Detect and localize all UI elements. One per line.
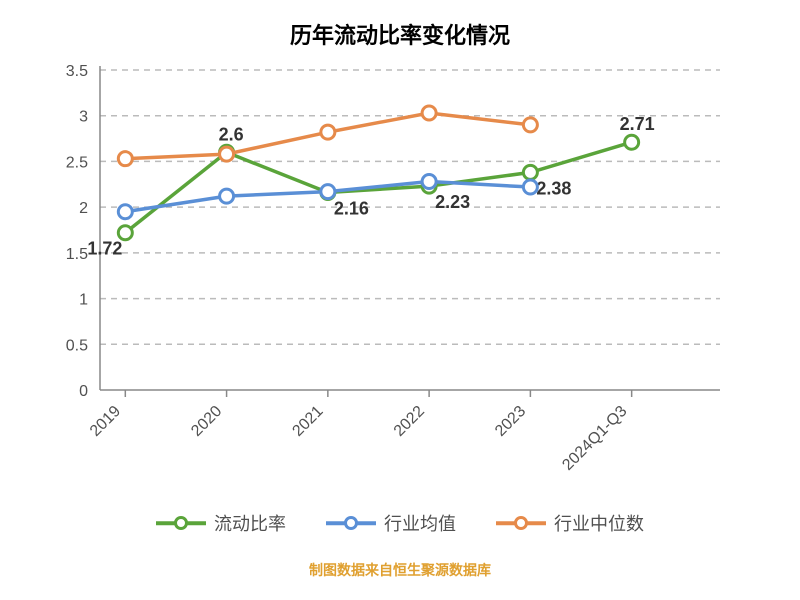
y-tick-label: 1.5: [66, 246, 88, 263]
legend-swatch: [156, 515, 206, 531]
legend-item: 行业均值: [326, 510, 456, 536]
data-marker: [321, 125, 335, 139]
legend-label: 行业均值: [384, 510, 456, 536]
y-tick-label: 0: [79, 383, 88, 400]
legend-item: 行业中位数: [496, 510, 644, 536]
data-label: 2.6: [219, 124, 244, 144]
y-tick-label: 1: [79, 292, 88, 309]
data-label: 2.71: [620, 114, 655, 134]
footer-source: 制图数据来自恒生聚源数据库: [0, 560, 800, 580]
x-tick-label: 2024Q1-Q3: [559, 403, 630, 474]
legend-swatch: [496, 515, 546, 531]
line-chart: 0 0.5 1 1.5 2 2.5 3 3.5 2019 2020 2021 2022 2023 2024…: [0, 0, 780, 510]
data-label: 2.23: [435, 192, 470, 212]
x-tick-label: 2019: [87, 403, 124, 440]
data-marker: [625, 135, 639, 149]
x-tick-label: 2021: [289, 403, 326, 440]
legend-item: 流动比率: [156, 510, 286, 536]
data-marker: [118, 226, 132, 240]
y-tick-label: 3: [79, 109, 88, 126]
data-marker: [523, 165, 537, 179]
legend: 流动比率 行业均值 行业中位数: [0, 510, 800, 536]
legend-label: 行业中位数: [554, 510, 644, 536]
y-tick-label: 0.5: [66, 337, 88, 354]
legend-label: 流动比率: [214, 510, 286, 536]
x-tick-label: 2023: [492, 403, 529, 440]
data-marker: [422, 106, 436, 120]
y-tick-label: 3.5: [66, 63, 88, 80]
legend-swatch: [326, 515, 376, 531]
data-marker: [118, 205, 132, 219]
y-tick-label: 2.5: [66, 154, 88, 171]
y-tick-label: 2: [79, 200, 88, 217]
x-tick-label: 2020: [188, 403, 225, 440]
data-marker: [220, 147, 234, 161]
data-marker: [220, 189, 234, 203]
data-label: 2.38: [536, 178, 571, 198]
data-marker: [523, 118, 537, 132]
data-marker: [422, 175, 436, 189]
data-marker: [118, 152, 132, 166]
data-label: 2.16: [334, 199, 369, 219]
x-tick-label: 2022: [391, 403, 428, 440]
data-label: 1.72: [87, 239, 122, 259]
data-marker: [321, 185, 335, 199]
data-marker: [523, 180, 537, 194]
